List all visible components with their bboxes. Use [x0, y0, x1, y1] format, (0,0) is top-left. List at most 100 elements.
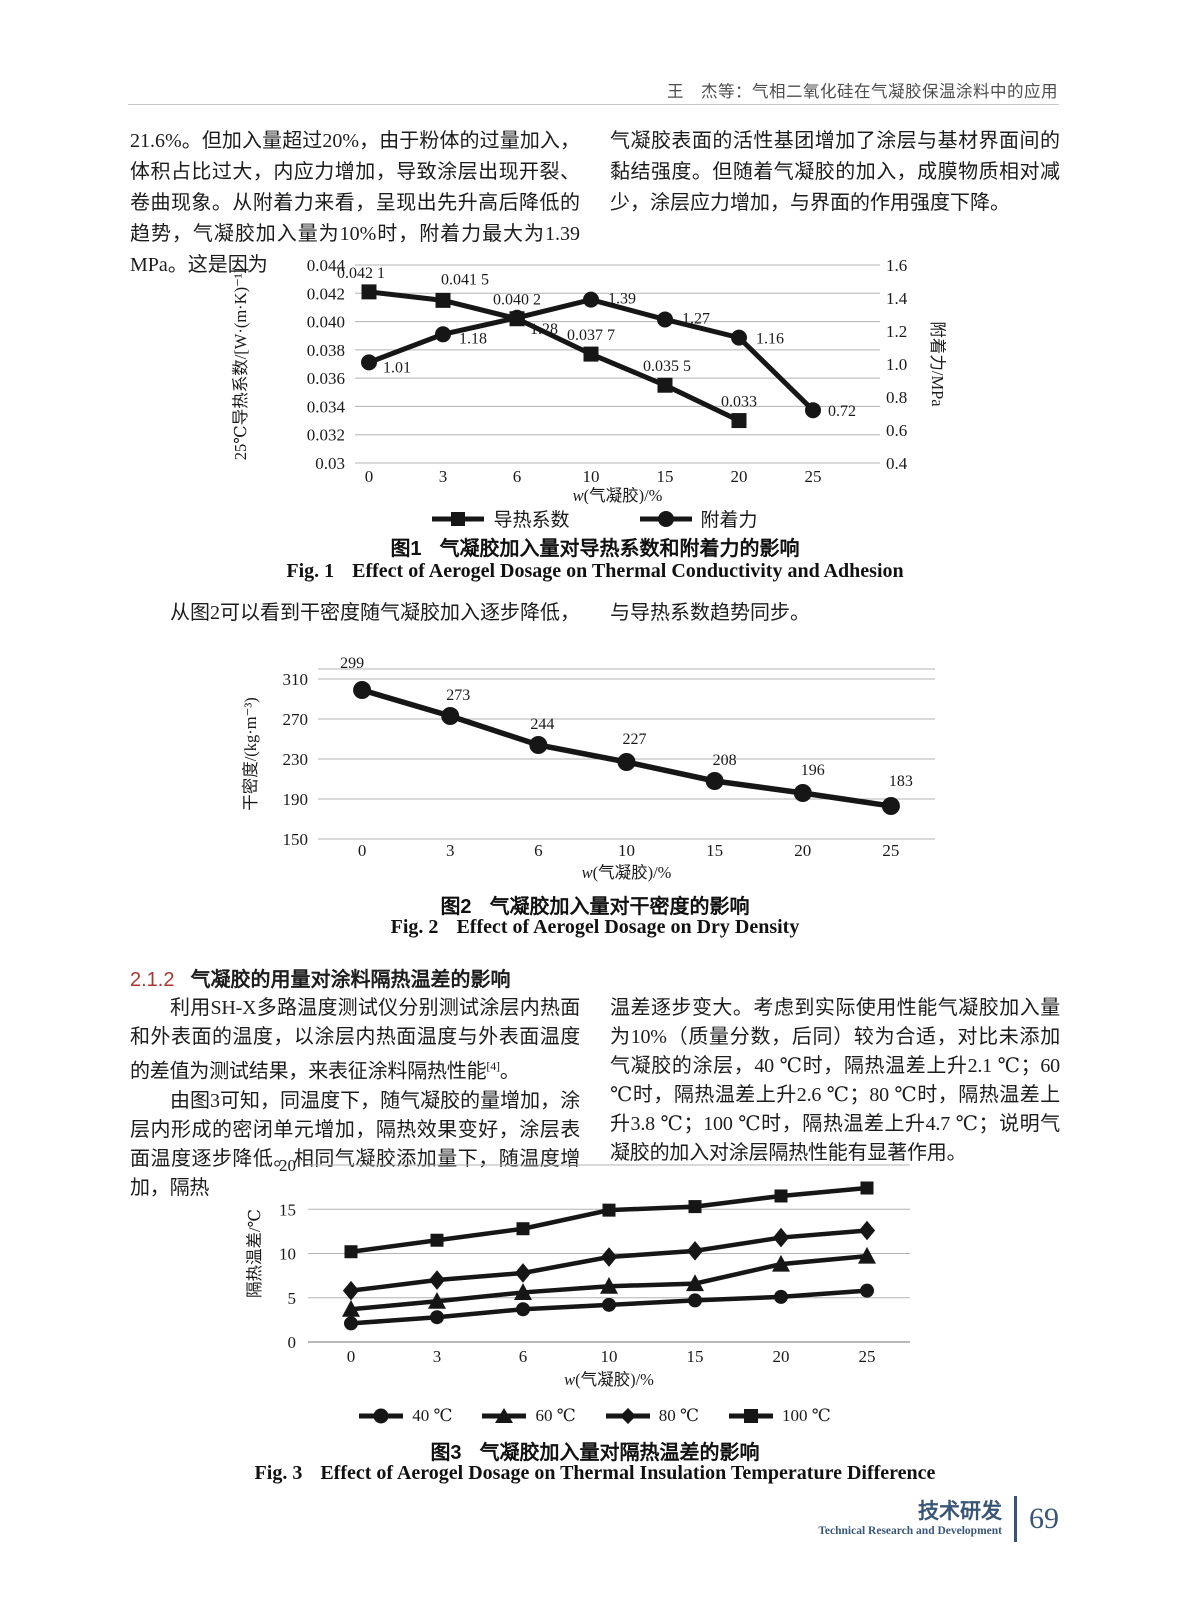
svg-text:230: 230 — [283, 750, 309, 769]
legend-item-80c: 80 ℃ — [605, 1406, 700, 1426]
figure-number: Fig. 2 — [390, 916, 439, 938]
square-line-marker-icon — [432, 511, 485, 526]
svg-text:25: 25 — [859, 1347, 876, 1366]
legend-label: 80 ℃ — [658, 1406, 700, 1425]
legend-item-40c: 40 ℃ — [359, 1406, 452, 1426]
section-title: 气凝胶的用量对涂料隔热温差的影响 — [190, 969, 511, 991]
paragraph-text: 利用SH-X多路温度测试仪分别测试涂层内热面和外表面的温度，以涂层内热面温度与外… — [130, 994, 580, 1087]
legend-label: 导热系数 — [493, 510, 570, 531]
paragraph-text: 与导热系数趋势同步。 — [610, 602, 810, 624]
svg-text:196: 196 — [801, 762, 825, 779]
svg-text:1.6: 1.6 — [886, 256, 907, 275]
svg-text:183: 183 — [889, 773, 913, 790]
svg-text:1.39: 1.39 — [608, 291, 636, 308]
paragraph-col1-3: 利用SH-X多路温度测试仪分别测试涂层内热面和外表面的温度，以涂层内热面温度与外… — [130, 994, 580, 1203]
svg-text:10: 10 — [279, 1245, 296, 1264]
svg-text:1.16: 1.16 — [756, 331, 784, 348]
fig1-caption-zh: 图1 气凝胶加入量对导热系数和附着力的影响 — [130, 532, 1060, 561]
svg-text:1.0: 1.0 — [886, 355, 907, 374]
header-rule — [128, 104, 1059, 105]
diamond-line-marker-icon — [605, 1408, 650, 1424]
footer-divider — [1014, 1496, 1017, 1542]
fig3-legend: 40 ℃ 60 ℃ 80 ℃ 100 ℃ — [130, 1406, 1060, 1426]
svg-text:15: 15 — [687, 1347, 704, 1366]
legend-label: 40 ℃ — [412, 1406, 453, 1425]
svg-text:0.8: 0.8 — [886, 388, 907, 407]
paragraph-col2-1: 气凝胶表面的活性基团增加了涂层与基材界面间的黏结强度。但随着气凝胶的加入，成膜物… — [610, 126, 1060, 219]
svg-text:150: 150 — [283, 830, 309, 849]
reference-4: [4] — [486, 1059, 500, 1073]
page-number: 69 — [1029, 1502, 1059, 1535]
svg-text:1.28: 1.28 — [530, 321, 558, 338]
figure-title: Effect of Aerogel Dosage on Thermal Cond… — [352, 560, 904, 582]
circle-line-marker-icon — [359, 1408, 404, 1424]
svg-text:0.040: 0.040 — [307, 313, 345, 332]
svg-text:1.4: 1.4 — [886, 289, 908, 308]
paragraph-text: 21.6%。但加入量超过20%，由于粉体的过量加入，体积占比过大，内应力增加，导… — [130, 130, 580, 276]
svg-text:1.18: 1.18 — [459, 330, 487, 347]
svg-text:270: 270 — [283, 710, 309, 729]
svg-text:20: 20 — [279, 1156, 296, 1175]
triangle-line-marker-icon — [482, 1408, 527, 1423]
svg-text:20: 20 — [773, 1347, 790, 1366]
fig1-caption-en: Fig. 1 Effect of Aerogel Dosage on Therma… — [130, 560, 1060, 583]
svg-text:227: 227 — [623, 731, 647, 748]
paragraph-col1-1: 21.6%。但加入量超过20%，由于粉体的过量加入，体积占比过大，内应力增加，导… — [130, 126, 580, 281]
svg-text:0.035 5: 0.035 5 — [643, 358, 691, 375]
svg-text:0: 0 — [347, 1347, 356, 1366]
svg-text:10: 10 — [601, 1347, 618, 1366]
svg-text:0.033: 0.033 — [721, 394, 757, 411]
svg-text:0.036: 0.036 — [307, 369, 345, 388]
paragraph-col2-3: 温差逐步变大。考虑到实际使用性能气凝胶加入量为10%（质量分数，后同）较为合适，… — [610, 994, 1060, 1168]
figure-number: 图3 — [430, 1442, 462, 1464]
footer-en: Technical Research and Development — [818, 1525, 1002, 1537]
svg-text:6: 6 — [534, 841, 543, 860]
svg-text:10: 10 — [583, 467, 600, 486]
figure-number: 图1 — [390, 538, 422, 560]
svg-text:20: 20 — [794, 841, 811, 860]
svg-text:5: 5 — [288, 1289, 297, 1308]
fig2-chart: 310 270 230 190 150 0 3 6 10 15 20 25 w(气凝胶)/% 干密度/(k… — [241, 655, 935, 882]
svg-text:0.042 1: 0.042 1 — [337, 265, 385, 282]
legend-item-adhesion: 附着力 — [639, 505, 758, 532]
svg-text:3: 3 — [433, 1347, 442, 1366]
svg-text:0.041 5: 0.041 5 — [441, 271, 489, 288]
svg-text:0.040 2: 0.040 2 — [493, 292, 541, 309]
svg-text:25: 25 — [882, 841, 899, 860]
svg-text:310: 310 — [283, 670, 309, 689]
svg-text:0: 0 — [365, 467, 374, 486]
footer-zh: 技术研发 — [918, 1500, 1002, 1523]
paragraph-col1-2: 从图2可以看到干密度随气凝胶加入逐步降低， — [130, 598, 580, 629]
circle-line-marker-icon — [639, 510, 692, 527]
footer-section-name: 技术研发 Technical Research and Development — [818, 1500, 1002, 1538]
figure-number: 图2 — [440, 896, 472, 918]
fig2-caption-zh: 图2 气凝胶加入量对干密度的影响 — [130, 890, 1060, 919]
svg-text:0.032: 0.032 — [307, 426, 345, 445]
svg-text:0.044: 0.044 — [307, 256, 346, 275]
running-header: 王 杰等：气相二氧化硅在气凝胶保温涂料中的应用 — [667, 82, 1058, 101]
legend-item-thermal-conductivity: 导热系数 — [432, 505, 570, 532]
svg-text:0.038: 0.038 — [307, 341, 345, 360]
section-number: 2.1.2 — [130, 969, 175, 991]
legend-label: 60 ℃ — [535, 1406, 576, 1425]
fig3-caption-en: Fig. 3 Effect of Aerogel Dosage on Therma… — [130, 1462, 1060, 1485]
svg-text:0.034: 0.034 — [307, 397, 346, 416]
svg-text:w(气凝胶)/%: w(气凝胶)/% — [573, 486, 663, 504]
svg-text:6: 6 — [519, 1347, 528, 1366]
svg-text:299: 299 — [340, 655, 364, 672]
svg-text:0.03: 0.03 — [315, 454, 345, 473]
section-heading-2-1-2: 2.1.2 气凝胶的用量对涂料隔热温差的影响 — [130, 963, 510, 992]
svg-text:25: 25 — [805, 467, 822, 486]
svg-text:0.6: 0.6 — [886, 421, 907, 440]
square-line-marker-icon — [729, 1409, 774, 1423]
svg-text:w(气凝胶)/%: w(气凝胶)/% — [582, 863, 672, 882]
svg-text:w(气凝胶)/%: w(气凝胶)/% — [564, 1370, 654, 1389]
figure-title: Effect of Aerogel Dosage on Dry Density — [456, 916, 800, 938]
svg-text:1.01: 1.01 — [383, 359, 411, 376]
paragraph-text: 由图3可知，同温度下，随气凝胶的量增加，涂层内形成的密闭单元增加，隔热效果变好，… — [130, 1089, 580, 1199]
svg-text:273: 273 — [446, 687, 470, 704]
svg-text:附着力/MPa: 附着力/MPa — [928, 321, 947, 407]
svg-text:0.72: 0.72 — [828, 403, 856, 420]
paragraph-text-part: 。 — [499, 1060, 520, 1083]
